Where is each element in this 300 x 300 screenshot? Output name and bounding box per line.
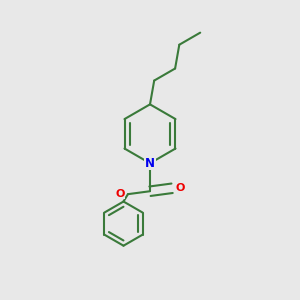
Text: O: O [176,183,185,193]
Text: N: N [145,157,155,170]
Text: O: O [115,189,124,199]
